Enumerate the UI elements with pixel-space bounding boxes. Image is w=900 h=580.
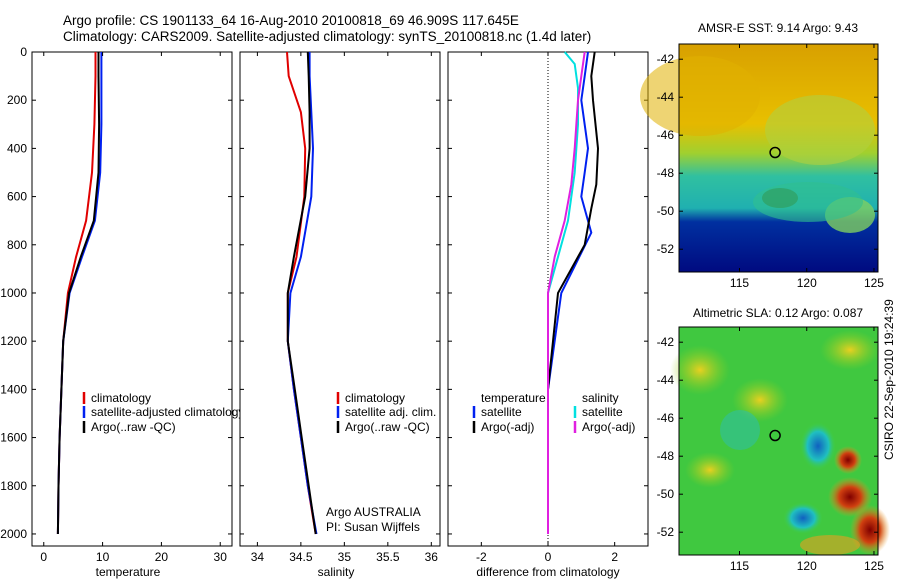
difference-series-0: [547, 51, 593, 534]
salinity-legend: climatology satellite adj. clim. Argo(..…: [336, 391, 436, 434]
sla-map-title: Altimetric SLA: 0.12 Argo: 0.087: [693, 306, 863, 320]
map-y-tick-label: -44: [657, 373, 675, 387]
y-tick-label: 400: [7, 141, 27, 155]
x-tick-label: 34.5: [289, 550, 313, 564]
map-x-tick-label: 120: [797, 276, 817, 290]
y-tick-label: 1800: [0, 479, 27, 493]
x-tick-label: -2: [476, 550, 487, 564]
map-y-tick-label: -50: [657, 204, 675, 218]
map-y-tick-label: -52: [657, 242, 675, 256]
plot-title-line1: Argo profile: CS 1901133_64 16-Aug-2010 …: [63, 13, 519, 28]
legend-label-argo: Argo(..raw -QC): [345, 420, 430, 434]
map-y-tick-label: -42: [657, 52, 675, 66]
map-x-tick-label: 120: [797, 559, 817, 573]
y-tick-label: 600: [7, 190, 27, 204]
map-x-tick-label: 115: [730, 559, 749, 573]
y-tick-label: 200: [7, 93, 27, 107]
argo-position-marker: [769, 429, 781, 442]
salinity-xlabel: salinity: [318, 565, 355, 579]
x-tick-label: 2: [611, 550, 618, 564]
map-y-tick-label: -48: [657, 166, 675, 180]
difference-xlabel: difference from climatology: [476, 565, 619, 579]
difference-series-1: [547, 51, 600, 534]
difference-series-3: [547, 51, 586, 534]
map-x-tick-label: 125: [864, 559, 884, 573]
difference-legend: temperature satellite Argo(-adj) salinit…: [472, 391, 635, 434]
sla-map: Altimetric SLA: 0.12 Argo: 0.087 115 120 1…: [657, 306, 890, 573]
map-y-tick-label: -52: [657, 525, 675, 539]
x-tick-label: 0: [40, 550, 47, 564]
legend-label-temp-satellite: satellite: [481, 405, 522, 419]
legend-label-temp-argo: Argo(-adj): [481, 420, 534, 434]
salinity-series-2: [286, 51, 317, 535]
x-tick-label: 34: [251, 550, 265, 564]
map-y-tick-label: -46: [657, 128, 675, 142]
legend-header-salinity: salinity: [582, 391, 619, 405]
y-tick-label: 800: [7, 238, 27, 252]
map-y-tick-label: -48: [657, 449, 675, 463]
float-owner-annotation: Argo AUSTRALIA: [326, 505, 421, 519]
x-tick-label: 35.5: [376, 550, 400, 564]
argo-position-marker: [769, 146, 781, 159]
y-tick-label: 1000: [0, 286, 27, 300]
temperature-xlabel: temperature: [96, 565, 161, 579]
temperature-axes-box: [31, 51, 233, 547]
salinity-axes-box: [239, 51, 441, 547]
legend-label-climatology: climatology: [345, 391, 405, 405]
legend-label-satellite: satellite adj. clim.: [345, 405, 436, 419]
temperature-legend: climatology satellite-adjusted climatolo…: [82, 391, 244, 434]
x-tick-label: 36: [425, 550, 439, 564]
y-tick-label: 1200: [0, 334, 27, 348]
timestamp-label: CSIRO 22-Sep-2010 19:24:39: [882, 299, 896, 460]
y-tick-label: 1600: [0, 431, 27, 445]
map-y-tick-label: -42: [657, 335, 675, 349]
temperature-series-2: [56, 52, 101, 535]
map-x-tick-label: 115: [730, 276, 749, 290]
map-y-tick-label: -50: [657, 487, 675, 501]
float-pi-annotation: PI: Susan Wijffels: [326, 520, 420, 534]
temperature-panel: 0 10 20 30 0 200 400 600 800 1000 1200 1400 1600 1800…: [0, 45, 244, 579]
legend-label-climatology: climatology: [91, 391, 151, 405]
plot-title-line2: Climatology: CARS2009. Satellite-adjuste…: [63, 29, 592, 44]
difference-panel: -2 0 2 difference from climatology tempera…: [447, 51, 649, 579]
legend-label-argo: Argo(..raw -QC): [91, 420, 176, 434]
sla-map-frame: [678, 326, 879, 556]
map-x-tick-label: 125: [864, 276, 884, 290]
sst-map: AMSR-E SST: 9.14 Argo: 9.43 115 120 125 -42…: [640, 21, 884, 290]
salinity-panel: 34 34.5 35 35.5 36 salinity climatology sate…: [239, 51, 441, 579]
y-tick-label: 0: [20, 45, 27, 59]
y-tick-label: 1400: [0, 382, 27, 396]
x-tick-label: 20: [155, 550, 169, 564]
x-tick-label: 35: [338, 550, 352, 564]
x-tick-label: 10: [96, 550, 110, 564]
legend-label-sal-satellite: satellite: [582, 405, 623, 419]
sst-map-frame: [678, 43, 879, 273]
map-y-tick-label: -46: [657, 411, 675, 425]
x-tick-label: 30: [214, 550, 228, 564]
sst-map-title: AMSR-E SST: 9.14 Argo: 9.43: [698, 21, 858, 35]
legend-header-temperature: temperature: [481, 391, 546, 405]
x-tick-label: 0: [545, 550, 552, 564]
legend-label-satellite: satellite-adjusted climatology: [91, 405, 244, 419]
legend-label-sal-argo: Argo(-adj): [582, 420, 635, 434]
map-y-tick-label: -44: [657, 90, 675, 104]
y-tick-label: 2000: [0, 527, 27, 541]
